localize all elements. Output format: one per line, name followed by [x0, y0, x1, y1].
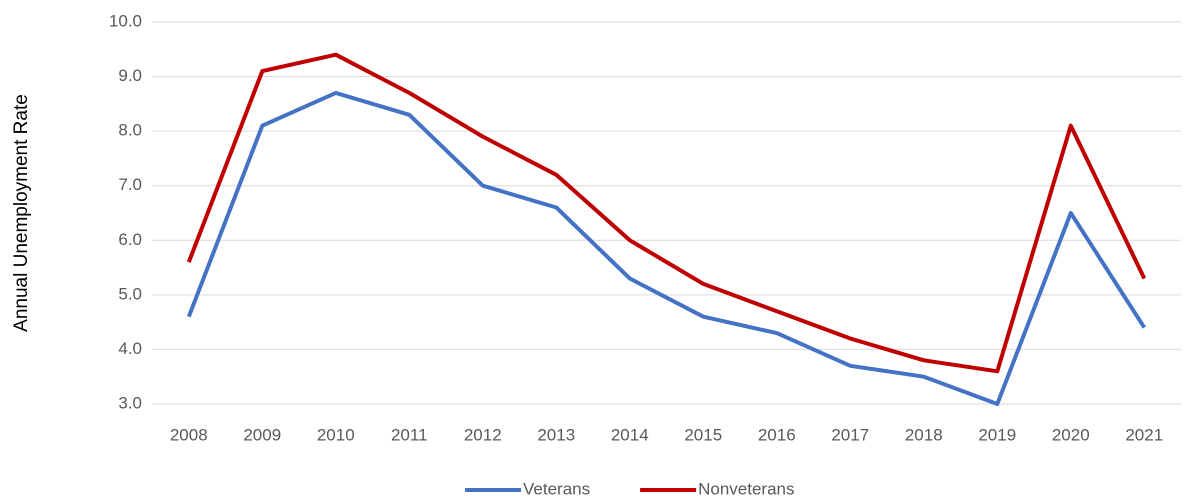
- x-tick-label: 2012: [464, 425, 502, 444]
- x-tick-label: 2011: [391, 425, 428, 444]
- y-tick-label: 4.0: [118, 339, 142, 358]
- x-tick-label: 2016: [758, 425, 796, 444]
- x-tick-label: 2018: [905, 425, 943, 444]
- x-tick-label: 2010: [317, 425, 355, 444]
- x-tick-label: 2017: [831, 425, 869, 444]
- x-tick-label: 2015: [684, 425, 722, 444]
- x-tick-label: 2008: [170, 425, 208, 444]
- x-tick-label: 2020: [1052, 425, 1090, 444]
- data-line: [186, 52, 1147, 374]
- y-tick-label: 8.0: [118, 121, 142, 140]
- y-tick-label: 9.0: [118, 66, 142, 85]
- data-line: [186, 90, 1146, 406]
- y-tick-label: 5.0: [118, 284, 142, 303]
- x-tick-label: 2019: [978, 425, 1016, 444]
- y-tick-label: 7.0: [118, 175, 142, 194]
- legend-label: Nonveterans: [698, 479, 794, 498]
- x-tick-label: 2014: [611, 425, 649, 444]
- legend-label: Veterans: [523, 479, 590, 498]
- x-tick-label: 2021: [1125, 425, 1163, 444]
- y-axis-title: Annual Unemployment Rate: [11, 94, 32, 332]
- y-tick-label: 3.0: [118, 393, 142, 412]
- x-tick-label: 2013: [537, 425, 575, 444]
- x-tick-label: 2009: [243, 425, 281, 444]
- y-tick-label: 10.0: [109, 11, 142, 30]
- y-tick-label: 6.0: [118, 230, 142, 249]
